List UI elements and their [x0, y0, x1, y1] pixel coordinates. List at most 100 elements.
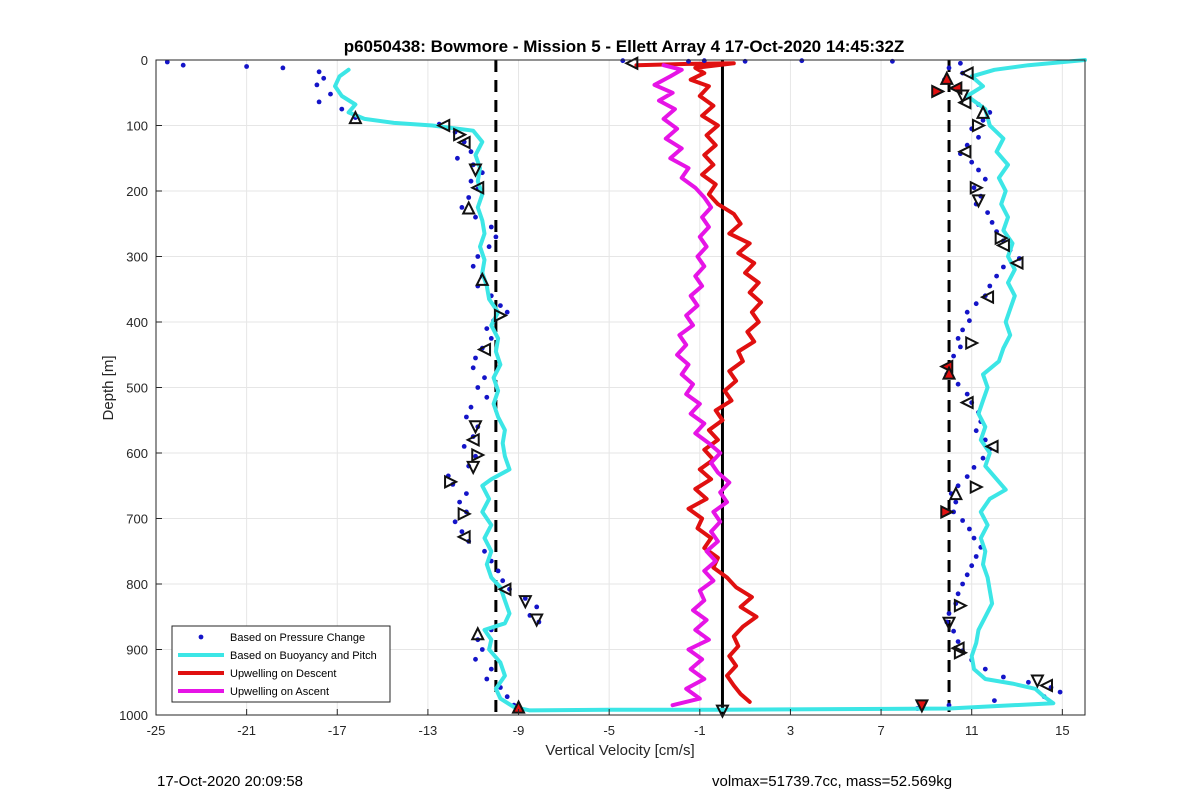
- data-point: [280, 65, 286, 71]
- data-point: [946, 65, 952, 71]
- data-point: [958, 60, 963, 66]
- data-point: [985, 210, 990, 216]
- triangle-marker: [941, 365, 957, 380]
- data-point: [967, 526, 972, 532]
- data-point: [482, 548, 487, 554]
- triangle-marker: [940, 504, 955, 520]
- triangle-marker: [457, 506, 472, 522]
- y-axis-label: Depth [m]: [100, 355, 117, 420]
- data-point: [468, 149, 474, 155]
- data-point: [321, 75, 327, 81]
- triangle-marker: [529, 613, 544, 628]
- data-point: [799, 58, 805, 64]
- x-tick-label: -13: [419, 723, 438, 738]
- y-tick-label: 700: [126, 512, 148, 527]
- triangle-marker: [953, 598, 969, 613]
- y-tick-label: 300: [126, 250, 148, 265]
- triangle-marker: [1009, 255, 1024, 271]
- data-point: [994, 273, 999, 279]
- x-tick-label: -25: [147, 723, 166, 738]
- data-point: [459, 529, 465, 534]
- series-line: [333, 58, 1087, 713]
- data-point: [498, 303, 503, 308]
- data-point: [976, 167, 981, 173]
- data-point: [964, 391, 970, 397]
- data-point: [973, 554, 979, 559]
- triangle-marker: [957, 144, 972, 159]
- triangle-markers: [348, 56, 1053, 719]
- data-point: [534, 604, 540, 610]
- data-point: [466, 195, 472, 200]
- data-point: [964, 474, 970, 479]
- triangle-marker: [493, 308, 509, 323]
- data-point: [955, 381, 961, 387]
- x-tick-label: 7: [877, 723, 884, 738]
- x-tick-label: 11: [965, 723, 979, 738]
- triangle-marker: [969, 180, 984, 195]
- data-point: [960, 581, 965, 587]
- data-point: [468, 404, 474, 410]
- data-point: [473, 214, 478, 220]
- triangle-marker: [948, 485, 963, 501]
- data-point: [1001, 674, 1006, 680]
- data-point: [1001, 264, 1006, 270]
- triangle-marker: [914, 699, 929, 714]
- legend-label: Upwelling on Ascent: [230, 686, 329, 698]
- triangle-marker: [950, 641, 965, 656]
- triangle-marker: [475, 271, 490, 286]
- data-point: [946, 611, 952, 616]
- data-point: [522, 596, 528, 601]
- data-point: [473, 656, 478, 662]
- triangle-marker: [995, 238, 1010, 253]
- data-point: [459, 205, 465, 210]
- x-tick-label: -17: [328, 723, 347, 738]
- data-point: [314, 82, 320, 88]
- series-layer: [164, 58, 1087, 713]
- data-point: [958, 344, 963, 350]
- data-point: [951, 628, 956, 634]
- data-point: [473, 355, 478, 361]
- triangle-marker: [470, 180, 485, 195]
- triangle-marker: [994, 231, 1009, 246]
- y-tick-label: 500: [126, 381, 148, 396]
- data-point: [1057, 689, 1063, 695]
- data-point: [328, 91, 333, 97]
- y-tick-label: 100: [126, 119, 148, 134]
- data-point: [964, 309, 970, 315]
- data-point: [701, 58, 707, 64]
- data-point: [955, 639, 961, 644]
- triangle-marker: [972, 118, 987, 133]
- x-tick-label: -21: [237, 723, 256, 738]
- data-point: [504, 309, 510, 315]
- triangle-marker: [931, 84, 946, 99]
- data-point: [982, 437, 988, 443]
- data-point: [488, 224, 494, 230]
- data-point: [955, 591, 961, 597]
- triangle-marker: [957, 95, 972, 110]
- data-point: [971, 185, 977, 191]
- triangle-marker: [466, 460, 481, 476]
- y-tick-label: 1000: [119, 708, 148, 723]
- data-point: [479, 647, 485, 652]
- x-tick-label: -5: [603, 723, 615, 738]
- data-point: [468, 178, 474, 184]
- triangle-marker: [1038, 678, 1053, 693]
- triangle-marker: [444, 474, 459, 489]
- footer-volmax-mass: volmax=51739.7cc, mass=52.569kg: [712, 773, 953, 790]
- data-point: [982, 666, 988, 672]
- data-point: [461, 444, 467, 449]
- data-point: [488, 666, 494, 672]
- triangle-marker: [436, 118, 451, 133]
- footer-timestamp: 17-Oct-2020 20:09:58: [157, 773, 303, 790]
- y-tick-label: 400: [126, 315, 148, 330]
- data-point: [980, 455, 986, 461]
- triangle-marker: [468, 420, 483, 435]
- legend: Based on Pressure Change Based on Buoyanc…: [171, 625, 391, 703]
- data-point: [969, 159, 975, 165]
- y-tick-label: 800: [126, 577, 148, 592]
- legend-swatch: [198, 634, 204, 640]
- data-point: [180, 62, 186, 68]
- chart-title: p6050438: Bowmore - Mission 5 - Ellett A…: [344, 37, 905, 56]
- data-point: [955, 483, 961, 489]
